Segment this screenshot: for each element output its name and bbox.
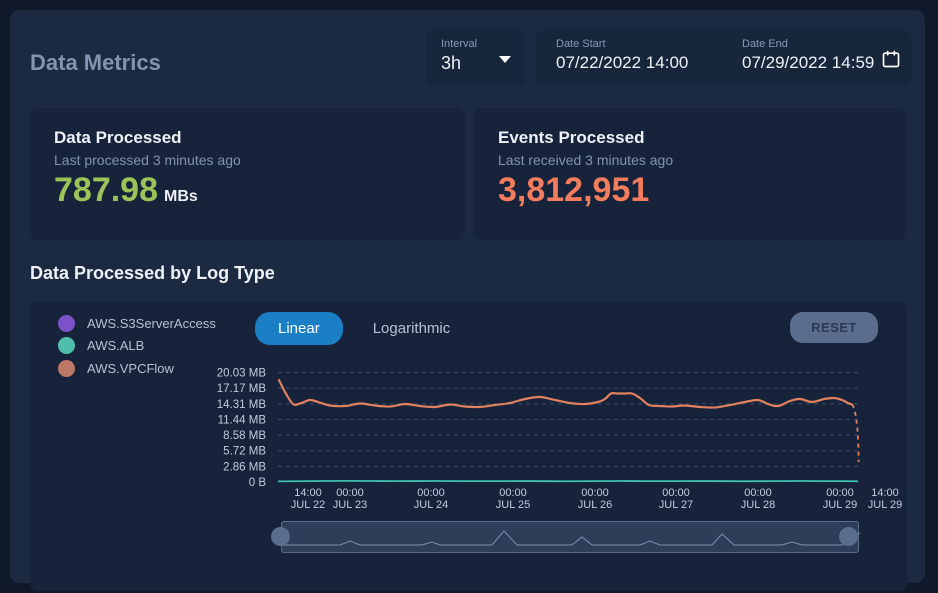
svg-text:JUL 27: JUL 27 [659,499,693,511]
svg-text:14:00: 14:00 [871,487,899,499]
svg-text:00:00: 00:00 [581,487,609,499]
svg-text:JUL 28: JUL 28 [741,499,775,511]
svg-text:8.58 MB: 8.58 MB [223,430,266,442]
svg-text:5.72 MB: 5.72 MB [223,446,266,458]
svg-text:0 B: 0 B [249,477,267,489]
svg-text:00:00: 00:00 [826,487,854,499]
svg-text:2.86 MB: 2.86 MB [223,461,266,473]
svg-text:JUL 26: JUL 26 [578,499,612,511]
svg-text:JUL 29: JUL 29 [868,499,902,511]
svg-text:00:00: 00:00 [336,487,364,499]
svg-text:00:00: 00:00 [417,487,445,499]
svg-text:17.17 MB: 17.17 MB [217,383,267,395]
svg-text:20.03 MB: 20.03 MB [217,368,267,380]
svg-text:JUL 23: JUL 23 [333,499,367,511]
svg-text:11.44 MB: 11.44 MB [218,414,267,426]
svg-text:JUL 25: JUL 25 [496,499,530,511]
svg-text:00:00: 00:00 [499,487,527,499]
svg-text:JUL 24: JUL 24 [414,499,448,511]
svg-text:JUL 29: JUL 29 [823,499,857,511]
svg-text:00:00: 00:00 [744,487,772,499]
svg-text:JUL 22: JUL 22 [291,499,325,511]
svg-text:00:00: 00:00 [662,487,690,499]
svg-text:14:00: 14:00 [294,487,322,499]
svg-text:14.31 MB: 14.31 MB [217,399,267,411]
